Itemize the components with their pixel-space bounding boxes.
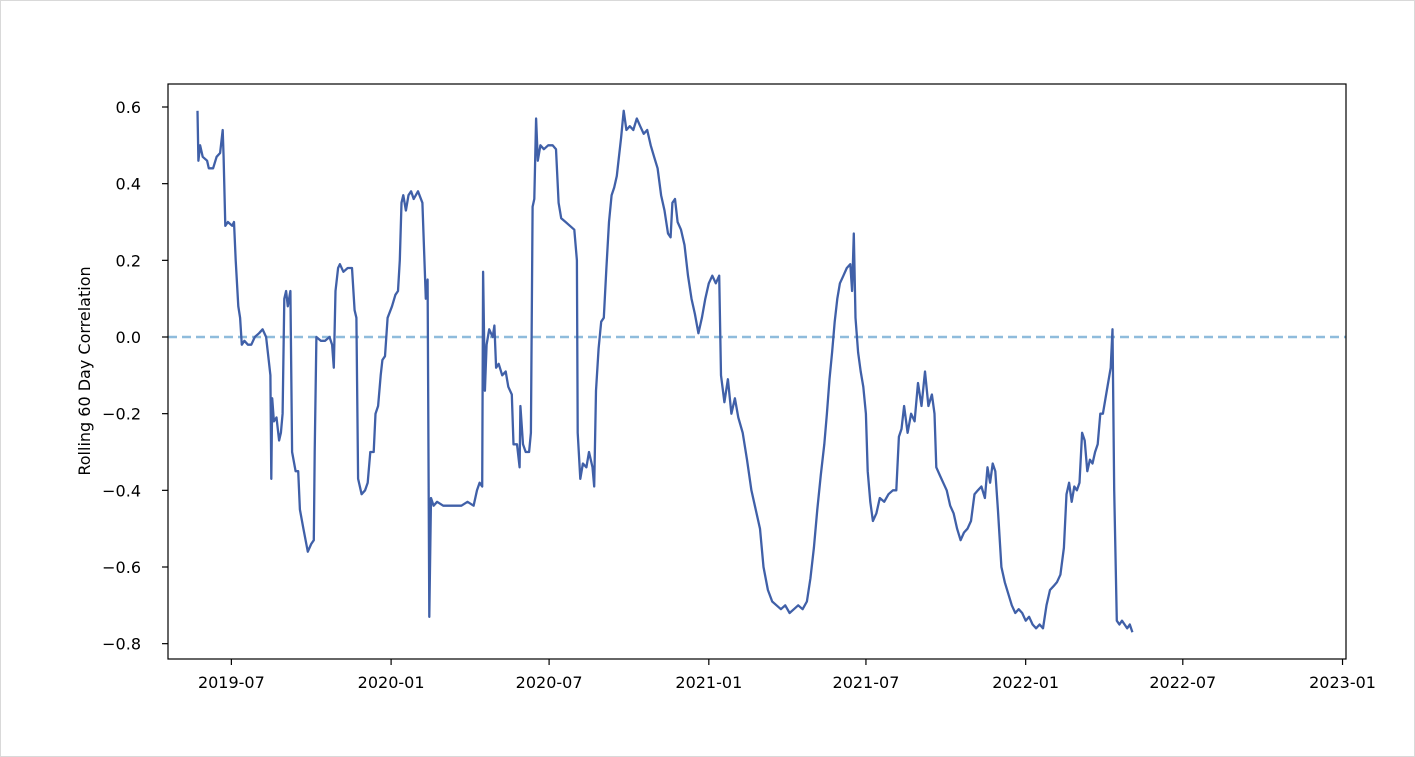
x-tick-label: 2019-07 — [198, 673, 265, 692]
x-axis: 2019-07 2020-01 2020-07 2021-01 2021-07 2022-… — [198, 659, 1376, 692]
y-tick-label: 0.2 — [116, 251, 141, 270]
x-tick-label: 2021-07 — [833, 673, 900, 692]
x-tick-label: 2022-07 — [1149, 673, 1216, 692]
x-tick-label: 2021-01 — [675, 673, 742, 692]
x-tick-label: 2020-07 — [516, 673, 583, 692]
y-axis-label: Rolling 60 Day Correlation — [75, 266, 94, 475]
series-layer — [196, 109, 1134, 633]
plot-area — [167, 83, 1347, 660]
y-tick-label: −0.2 — [102, 405, 141, 424]
y-tick-label: −0.4 — [102, 481, 141, 500]
y-tick-label: 0.6 — [116, 98, 141, 117]
y-tick-label: 0.0 — [116, 328, 141, 347]
y-axis: 0.6 0.4 0.2 0.0 −0.2 −0.4 −0.6 −0.8 — [102, 98, 168, 654]
x-tick-label: 2022-01 — [992, 673, 1059, 692]
x-tick-label: 2023-01 — [1309, 673, 1376, 692]
y-tick-label: −0.8 — [102, 635, 141, 654]
series-line-0 — [196, 109, 1134, 633]
x-tick-label: 2020-01 — [358, 673, 425, 692]
y-tick-label: −0.6 — [102, 558, 141, 577]
y-tick-label: 0.4 — [116, 175, 141, 194]
